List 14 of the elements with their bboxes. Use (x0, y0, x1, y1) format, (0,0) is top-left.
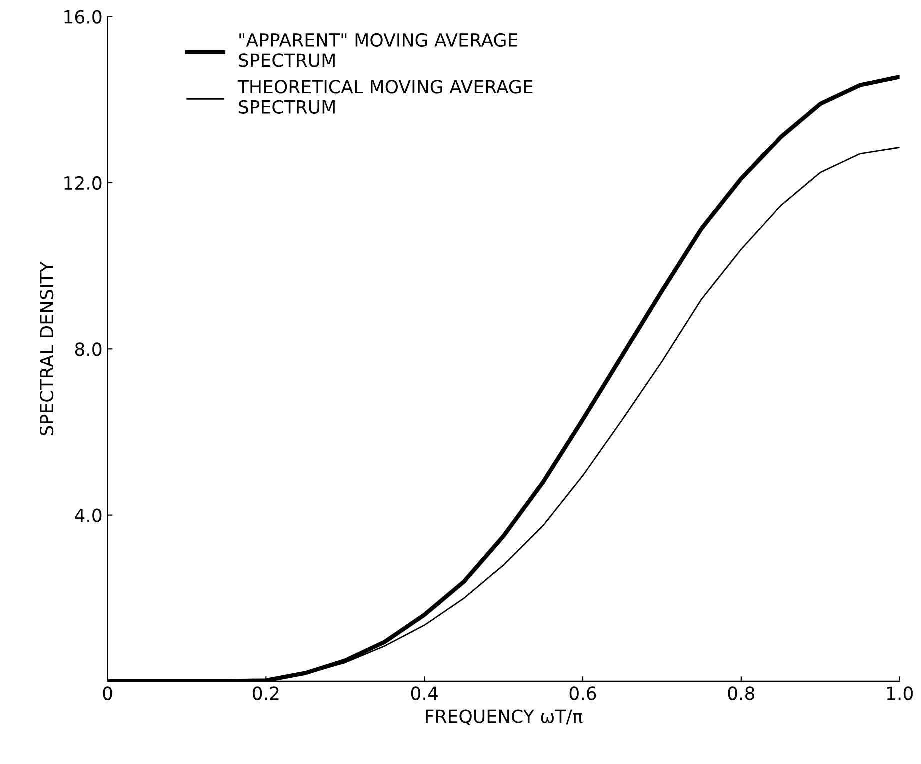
legend-label: THEORETICAL MOVING AVERAGE SPECTRUM (238, 80, 533, 114)
y-axis-title: SPECTRAL DENSITY (40, 262, 54, 436)
y-tick-label: 16.0 (64, 10, 102, 24)
y-tick-label: 12.0 (64, 176, 102, 190)
x-tick-label: 0.2 (253, 686, 279, 700)
legend-label: "APPARENT" MOVING AVERAGE SPECTRUM (239, 33, 518, 68)
x-axis-title: FREQUENCY ωT/π (426, 710, 583, 726)
x-tick-label: 1.0 (887, 686, 913, 700)
y-tick-label: 8.0 (75, 342, 102, 356)
x-tick-label: 0.4 (411, 686, 438, 700)
x-tick-label: 0 (103, 686, 112, 700)
y-tick-label: 4.0 (75, 508, 102, 522)
x-tick-label: 0.6 (570, 686, 596, 700)
x-tick-label: 0.8 (728, 686, 755, 700)
